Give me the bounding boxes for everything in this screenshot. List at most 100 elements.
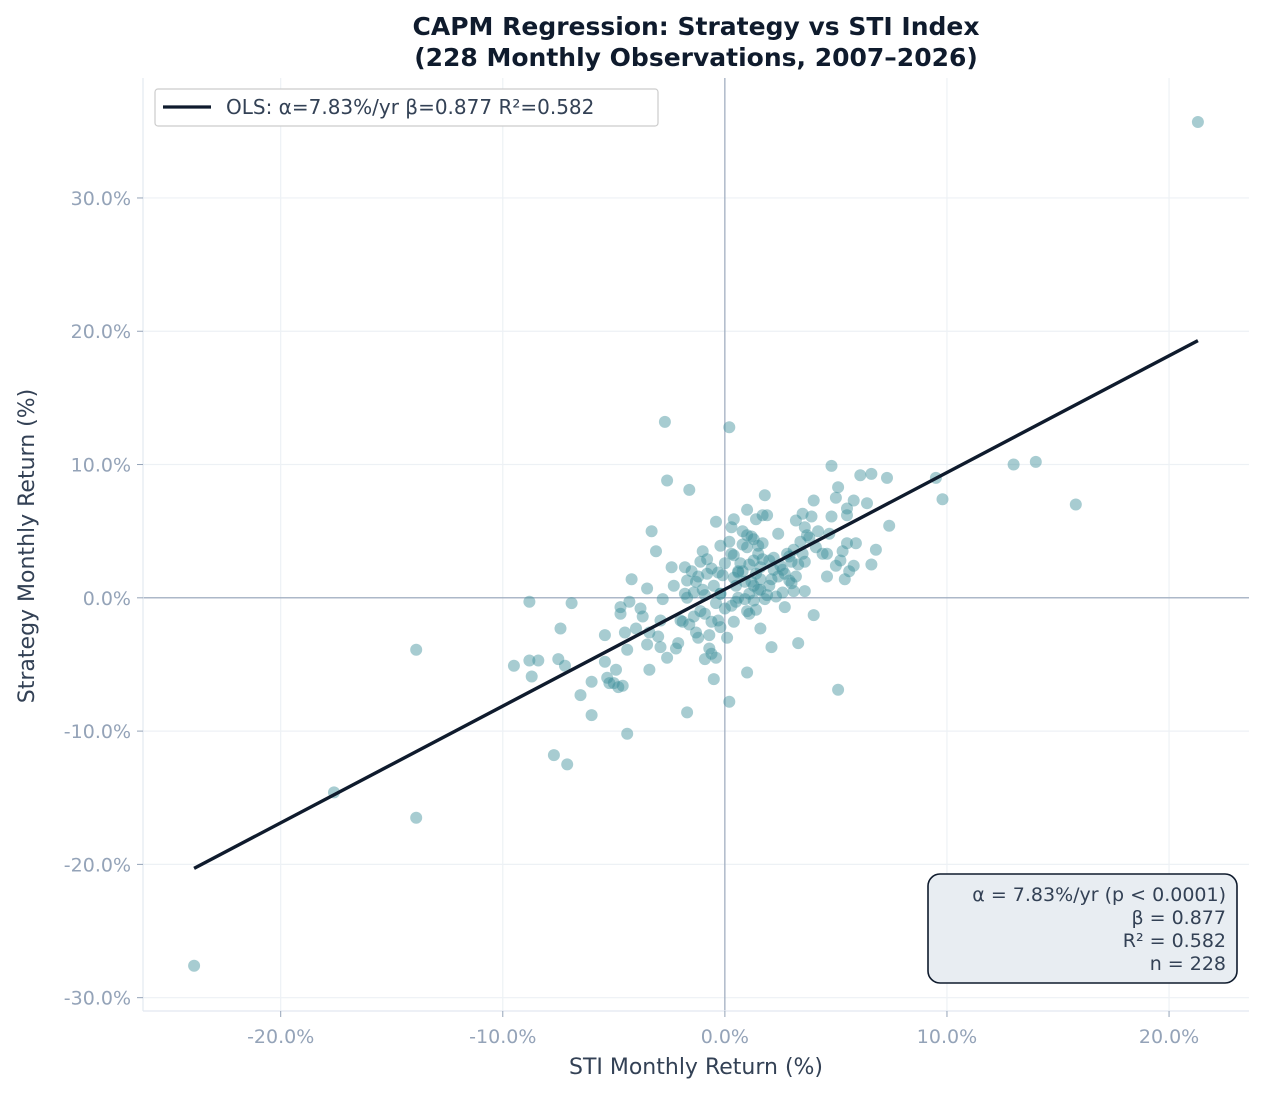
data-point [732, 565, 745, 578]
data-point [734, 557, 747, 570]
data-point [565, 597, 578, 610]
data-point [747, 579, 760, 592]
stats-n: n = 228 [1150, 953, 1226, 975]
regression-line [193, 339, 1199, 870]
data-point [718, 602, 731, 615]
data-point [778, 567, 791, 580]
data-point [714, 621, 727, 634]
data-point [829, 491, 842, 504]
data-point [658, 415, 671, 428]
data-point [552, 653, 565, 666]
data-point [798, 585, 811, 598]
data-point [778, 601, 791, 614]
data-point [758, 593, 771, 606]
data-point [716, 569, 729, 582]
chart-title: CAPM Regression: Strategy vs STI Index [413, 12, 980, 41]
data-point [718, 557, 731, 570]
data-point [841, 537, 853, 550]
data-point [661, 474, 674, 487]
data-point [707, 579, 720, 592]
data-point [836, 545, 849, 558]
y-tick-label: 30.0% [71, 188, 131, 210]
data-point [634, 602, 647, 615]
data-point [707, 673, 720, 686]
data-point [523, 595, 536, 608]
data-point [736, 538, 749, 551]
data-point [770, 590, 782, 603]
data-point [763, 579, 776, 592]
data-point [849, 537, 862, 550]
data-point [789, 514, 802, 527]
data-point [798, 521, 811, 534]
data-point [741, 666, 754, 679]
data-point [645, 525, 658, 538]
data-point [727, 571, 740, 584]
data-point [650, 545, 662, 558]
data-point [821, 570, 833, 583]
data-point [825, 510, 838, 523]
x-tick-label: 20.0% [1139, 1026, 1199, 1048]
data-point [752, 547, 765, 560]
data-point [561, 758, 574, 771]
data-point [674, 614, 687, 627]
data-point [736, 565, 749, 578]
data-point [712, 614, 725, 627]
y-axis-label: Strategy Monthly Return (%) [15, 389, 40, 703]
x-tick-label: 0.0% [701, 1026, 749, 1048]
data-point [758, 489, 771, 502]
data-point [854, 469, 867, 482]
data-point [621, 727, 634, 740]
data-point [554, 622, 567, 635]
data-point [598, 629, 611, 642]
x-axis-label: STI Monthly Return (%) [569, 1055, 823, 1080]
data-point [694, 605, 707, 618]
data-point [690, 575, 702, 588]
data-point [723, 695, 736, 708]
data-point [701, 553, 714, 566]
legend-frame [154, 88, 659, 127]
data-point [681, 591, 694, 604]
data-point [754, 573, 767, 586]
data-point [841, 502, 853, 515]
data-point [654, 641, 667, 654]
data-point [1007, 458, 1020, 471]
data-point [805, 510, 818, 523]
data-point [618, 626, 631, 639]
chart-subtitle: (228 Monthly Observations, 2007–2026) [414, 43, 978, 72]
y-axis-ticks: -30.0% -20.0% -10.0% 0.0% 10.0% 20.0% 30.0% [64, 188, 143, 1010]
data-point [559, 659, 571, 672]
data-point [736, 525, 749, 538]
y-tick-label: 0.0% [83, 588, 131, 610]
data-point [732, 591, 745, 604]
y-tick-label: 10.0% [71, 455, 131, 477]
data-point [690, 626, 702, 639]
data-point [756, 553, 769, 566]
data-point [829, 559, 842, 572]
y-tick-label: -20.0% [64, 854, 131, 876]
data-point [741, 529, 754, 542]
data-point [670, 642, 682, 655]
x-tick-label: -10.0% [469, 1026, 536, 1048]
data-point [807, 494, 820, 507]
data-point [410, 811, 423, 824]
y-tick-label: -10.0% [64, 721, 131, 743]
data-point [816, 547, 829, 560]
data-point [741, 605, 754, 618]
data-point [692, 631, 705, 644]
data-point [730, 595, 742, 608]
data-point [803, 531, 816, 544]
data-point [798, 555, 811, 568]
data-point [787, 585, 800, 598]
data-point [694, 555, 707, 568]
data-point [738, 593, 751, 606]
data-point [745, 530, 758, 543]
scatter-points [188, 116, 1204, 972]
data-point [507, 659, 520, 672]
data-point [665, 561, 678, 574]
data-point [614, 607, 627, 620]
data-point [636, 610, 649, 623]
data-point [754, 622, 767, 635]
stats-alpha: α = 7.83%/yr (p < 0.0001) [972, 884, 1226, 906]
data-point [756, 509, 769, 522]
